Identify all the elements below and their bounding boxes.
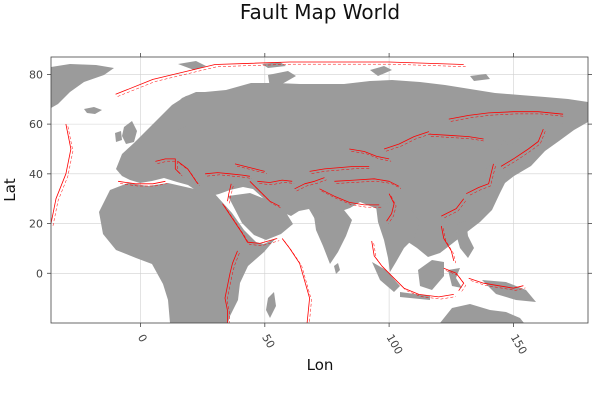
fault-line-strand [443,228,456,264]
fault-line [118,180,166,185]
y-tick-label: 40 [29,168,43,181]
y-tick-label: 20 [29,218,43,231]
y-tick-label: 60 [29,118,43,131]
landmass-ireland [115,131,122,142]
fault-line [349,148,390,160]
fault-line-strand [373,243,456,300]
landmass-new-siberian [470,74,490,81]
fault-line-strand [386,133,431,152]
x-tick-label: 0 [135,332,150,345]
landmass-greenland [51,64,114,108]
fault-line [205,172,250,177]
fault-line-strand [388,195,397,224]
fault-line [155,158,181,175]
landmass-java [400,292,430,300]
x-tick-label: 100 [384,332,406,357]
fault-line-strand [284,240,312,323]
fault-line-strand [229,185,234,204]
landmass-taiwan [452,210,457,222]
y-tick-label: 80 [29,68,43,81]
fault-line [441,198,465,217]
fault-line [428,133,484,140]
fault-line [222,203,278,244]
landmass-madagascar [266,292,276,318]
fault-line [224,250,238,323]
map-layer [51,61,588,323]
fault-line-strand [251,183,282,209]
fault-line [468,277,524,289]
fault-line [500,128,544,167]
fault-line [383,131,430,150]
fault-line-strand [351,150,392,162]
fault-line-strand [445,270,467,294]
landmass-srilanka [334,263,340,274]
fault-line [294,177,325,190]
fault-line-strand [470,280,526,291]
fault-line [319,188,380,206]
landmass-svalbard [178,61,206,70]
x-tick-label: 50 [259,332,277,351]
fault-line [448,111,564,120]
fault-line-strand [52,126,74,226]
landmass-britain [122,121,137,144]
fault-lines [51,61,566,323]
landmass-kamchatka [548,104,566,130]
chart-title: Fault Map World [240,0,400,24]
landmass-sumatra [372,262,400,292]
landmass-iceland [84,107,102,114]
landmass-scandinavia [168,92,218,130]
fault-line-strand [311,168,372,174]
fault-line [249,181,280,207]
fault-line [115,61,464,95]
x-tick-label: 150 [508,332,530,357]
fault-line-strand [321,190,382,208]
fault-line-strand [224,205,280,246]
y-axis-ticks: 0 20 40 60 80 [29,68,592,280]
fault-line [440,225,455,261]
fault-line [227,183,232,202]
x-axis-label: Lon [307,356,334,374]
landmass-eurasia [116,80,588,257]
fault-line [257,179,293,183]
landmass-india [314,210,352,264]
landmass-australia [440,304,524,323]
fault-line-strand [502,131,546,169]
landmass-severnaya-zemlya [370,66,392,76]
fault-line [309,165,370,172]
fault-line [234,163,265,172]
plot-frame [50,56,589,324]
fault-line-strand [120,183,168,187]
fault-line-strand [443,200,466,219]
fault-line-strand [450,113,566,122]
y-tick-label: 0 [36,267,43,280]
fault-line-strand [259,182,295,186]
fault-line [51,124,72,224]
landmass-philippines [456,221,474,258]
fault-line-strand [117,63,466,97]
fault-line-strand [236,165,267,174]
y-axis-label: Lat [1,178,19,202]
fault-line [334,178,400,187]
landmass-borneo [418,260,444,290]
fault-line-strand [430,136,486,142]
landmass-novaya-zemlya [268,71,296,88]
fault-line-strand [468,166,496,197]
fault-line [386,193,395,222]
fault-line [177,161,199,185]
fault-line-strand [207,174,252,179]
fault-line-strand [157,160,183,177]
landmass-hokkaido [506,132,520,144]
landmass-japan [484,140,510,180]
fault-line-strand [296,179,327,192]
fault-line [466,163,494,195]
fault-line-strand [226,253,240,323]
fault-line-strand [179,163,200,187]
landmass-arabia [228,193,293,240]
landmass-indochina [376,202,420,272]
